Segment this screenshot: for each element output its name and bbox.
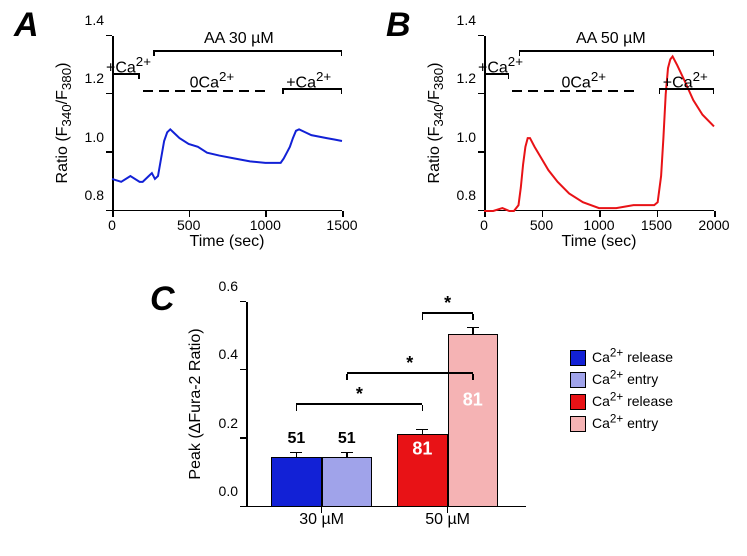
bar-n-label: 81 (412, 439, 432, 460)
xtick: 1500 (641, 217, 672, 233)
legend-item: Ca2+ entry (570, 368, 658, 388)
xtick: 0 (480, 217, 488, 233)
y-axis-title: Ratio (F340/F380) (54, 63, 74, 184)
xtick: 1000 (583, 217, 614, 233)
bar-n-label: 81 (463, 389, 483, 410)
x-axis-title: Time (sec) (190, 233, 265, 251)
y-axis-title: Peak (ΔFura-2 Ratio) (187, 328, 205, 479)
zero-ca-label: 0Ca2+ (190, 69, 235, 92)
group-label: 50 µM (425, 511, 470, 529)
ytick: 1.4 (85, 12, 104, 28)
xtick: 2000 (698, 217, 729, 233)
figure: { "background_color": "#ffffff", "panelA… (0, 0, 747, 556)
ytick: 0.0 (219, 483, 238, 499)
bar (448, 334, 498, 507)
y-axis (246, 302, 248, 507)
zero-ca-label: 0Ca2+ (561, 69, 606, 92)
ca-left-bar (484, 73, 509, 75)
xtick: 1500 (326, 217, 357, 233)
panel-c-plot: 0.0 0.2 0.4 0.6 Peak (ΔFura-2 Ratio) 515… (246, 302, 526, 507)
drug-bar (153, 50, 342, 52)
x-axis-title: Time (sec) (562, 233, 637, 251)
xtick: 500 (530, 217, 553, 233)
ca-right-bar (659, 88, 714, 90)
legend-item: Ca2+ release (570, 390, 673, 410)
legend-item: Ca2+ release (570, 346, 673, 366)
significance-star: * (356, 384, 363, 405)
drug-label: AA 50 µM (576, 30, 646, 48)
significance-star: * (444, 293, 451, 314)
xtick: 1000 (250, 217, 281, 233)
significance-star: * (406, 353, 413, 374)
bar-n-label: 51 (338, 430, 356, 448)
ca-right-bar (282, 88, 342, 90)
ca-left-bar (112, 73, 140, 75)
zero-ca-dash (143, 90, 281, 92)
ytick: 0.6 (219, 278, 238, 294)
panel-b-label: B (386, 6, 411, 45)
panel-b-plot: 0 500 1000 1500 2000 0.8 1.0 1.2 1.4 Tim… (484, 36, 714, 211)
ytick: 0.8 (85, 187, 104, 203)
legend-item: Ca2+ entry (570, 412, 658, 432)
y-axis-title: Ratio (F340/F380) (426, 63, 446, 184)
ytick: 0.2 (219, 415, 238, 431)
panel-a-plot: 0 500 1000 1500 0.8 1.0 1.2 1.4 Time (se… (112, 36, 342, 211)
ytick: 1.4 (457, 12, 476, 28)
panel-a-label: A (14, 6, 39, 45)
ytick: 1.2 (457, 70, 476, 86)
drug-bar (519, 50, 715, 52)
ytick: 0.4 (219, 346, 238, 362)
group-label: 30 µM (299, 511, 344, 529)
ytick: 1.2 (85, 70, 104, 86)
ytick: 0.8 (457, 187, 476, 203)
ytick: 1.0 (85, 129, 104, 145)
xtick: 0 (108, 217, 116, 233)
bar (322, 457, 372, 507)
bar (271, 457, 321, 507)
xtick: 500 (177, 217, 200, 233)
ytick: 1.0 (457, 129, 476, 145)
drug-label: AA 30 µM (204, 30, 274, 48)
panel-c-label: C (150, 280, 175, 319)
bar-n-label: 51 (287, 430, 305, 448)
zero-ca-dash (512, 90, 656, 92)
